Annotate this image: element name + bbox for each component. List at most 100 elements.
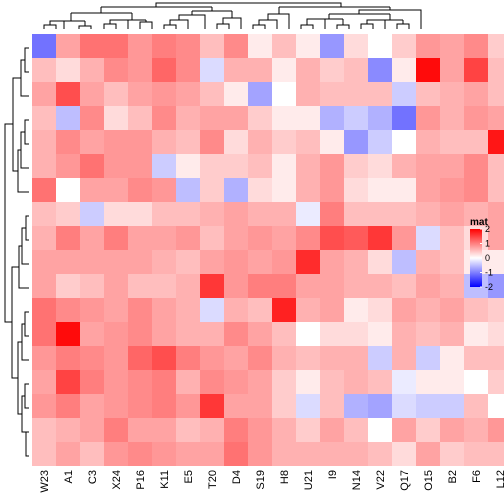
heatmap-cell-h8-B2 — [440, 322, 464, 346]
heatmap-cell-g7-D4 — [224, 58, 248, 82]
legend-title: mat — [470, 217, 488, 228]
heatmap-cell-q17-L12 — [488, 154, 504, 178]
heatmap-cell-b2-W23 — [32, 130, 56, 154]
heatmap-cell-h8-N14 — [344, 322, 368, 346]
legend-tick-label: 2 — [485, 224, 490, 234]
heatmap-cell-r18-X24 — [104, 82, 128, 106]
heatmap-cell-n14-U21 — [296, 394, 320, 418]
heatmap-cell-q17-U21 — [296, 154, 320, 178]
heatmap-cell-n14-H8 — [272, 394, 296, 418]
heatmap-cell-m13-X24 — [104, 226, 128, 250]
heatmap-cell-g7-X24 — [104, 58, 128, 82]
heatmap-cell-o15-Q17 — [392, 370, 416, 394]
heatmap-cell-p16-E5 — [176, 202, 200, 226]
heatmap-cell-i9-V22 — [368, 298, 392, 322]
heatmap-cell-f6-W23 — [32, 250, 56, 274]
heatmap-cell-k11-K11 — [152, 346, 176, 370]
heatmap-cell-r18-F6 — [464, 82, 488, 106]
heatmap-cell-c3-S19 — [248, 442, 272, 466]
heatmap-cell-i9-E5 — [176, 298, 200, 322]
heatmap-cell-d4-L12 — [488, 178, 504, 202]
heatmap-cell-g7-U21 — [296, 58, 320, 82]
heatmap-cell-n14-O15 — [416, 394, 440, 418]
heatmap-cell-b2-S19 — [248, 130, 272, 154]
column-label-U21: U21 — [303, 470, 315, 490]
heatmap-cell-g7-A1 — [56, 58, 80, 82]
heatmap-cell-g7-E5 — [176, 58, 200, 82]
heatmap-cell-m13-A1 — [56, 226, 80, 250]
heatmap-cell-g7-W23 — [32, 58, 56, 82]
heatmap-cell-q17-C3 — [80, 154, 104, 178]
heatmap-cell-f6-L12 — [488, 250, 504, 274]
heatmap-cell-i9-B2 — [440, 298, 464, 322]
heatmap-cell-h8-Q17 — [392, 322, 416, 346]
heatmap-cell-e5-B2 — [440, 106, 464, 130]
heatmap-cell-k11-F6 — [464, 346, 488, 370]
heatmap-cell-k11-I9 — [320, 346, 344, 370]
heatmap-cell-r18-N14 — [344, 82, 368, 106]
heatmap-cell-p16-N14 — [344, 202, 368, 226]
heatmap-cell-c3-H8 — [272, 442, 296, 466]
heatmap-cell-p16-C3 — [80, 202, 104, 226]
heatmap-cell-d4-C3 — [80, 178, 104, 202]
heatmap-cell-a1-O15 — [416, 418, 440, 442]
heatmap-cell-m13-U21 — [296, 226, 320, 250]
heatmap-cell-n14-T20 — [200, 394, 224, 418]
heatmap-cell-i9-Q17 — [392, 298, 416, 322]
heatmap-cell-d4-E5 — [176, 178, 200, 202]
heatmap-cell-q17-O15 — [416, 154, 440, 178]
heatmap-cell-o15-O15 — [416, 370, 440, 394]
heatmap-cell-l12-P16 — [128, 274, 152, 298]
heatmap-cell-l12-D4 — [224, 274, 248, 298]
heatmap-cell-e5-K11 — [152, 106, 176, 130]
heatmap-cell-a1-B2 — [440, 418, 464, 442]
heatmap-cell-a1-Q17 — [392, 418, 416, 442]
heatmap-cell-h8-D4 — [224, 322, 248, 346]
heatmap-cell-f6-N14 — [344, 250, 368, 274]
heatmap-cell-e5-V22 — [368, 106, 392, 130]
heatmap-cell-b2-Q17 — [392, 130, 416, 154]
heatmap-cell-e5-N14 — [344, 106, 368, 130]
column-labels: W23 A1 C3 X24 P16 K11 E5 T20 D4 S19 H8 U21 I9 N14 V22 Q… — [39, 470, 504, 493]
heatmap-cell-l12-O15 — [416, 274, 440, 298]
heatmap-cell-q17-E5 — [176, 154, 200, 178]
heatmap-cell-i9-H8 — [272, 298, 296, 322]
heatmap-cell-h8-O15 — [416, 322, 440, 346]
heatmap-cell-d4-A1 — [56, 178, 80, 202]
heatmap-cell-j10-B2 — [440, 34, 464, 58]
heatmap-cells — [32, 34, 504, 466]
heatmap-cell-m13-Q17 — [392, 226, 416, 250]
heatmap-cell-h8-F6 — [464, 322, 488, 346]
heatmap-cell-h8-V22 — [368, 322, 392, 346]
heatmap-cell-c3-X24 — [104, 442, 128, 466]
heatmap-cell-i9-X24 — [104, 298, 128, 322]
heatmap-cell-k11-A1 — [56, 346, 80, 370]
heatmap-cell-o15-W23 — [32, 370, 56, 394]
heatmap-cell-o15-A1 — [56, 370, 80, 394]
heatmap-cell-r18-L12 — [488, 82, 504, 106]
heatmap-cell-l12-I9 — [320, 274, 344, 298]
heatmap-cell-r18-D4 — [224, 82, 248, 106]
heatmap-cell-f6-K11 — [152, 250, 176, 274]
heatmap-cell-r18-A1 — [56, 82, 80, 106]
heatmap-cell-p16-B2 — [440, 202, 464, 226]
heatmap-cell-h8-E5 — [176, 322, 200, 346]
heatmap-cell-g7-N14 — [344, 58, 368, 82]
heatmap-cell-d4-B2 — [440, 178, 464, 202]
column-label-A1: A1 — [63, 470, 75, 483]
heatmap-cell-a1-W23 — [32, 418, 56, 442]
heatmap-cell-g7-V22 — [368, 58, 392, 82]
column-label-C3: C3 — [87, 470, 99, 484]
heatmap-cell-f6-P16 — [128, 250, 152, 274]
heatmap-cell-q17-S19 — [248, 154, 272, 178]
heatmap-cell-e5-E5 — [176, 106, 200, 130]
heatmap-cell-l12-T20 — [200, 274, 224, 298]
heatmap-cell-i9-A1 — [56, 298, 80, 322]
heatmap-cell-a1-F6 — [464, 418, 488, 442]
heatmap-cell-g7-I9 — [320, 58, 344, 82]
heatmap-cell-o15-P16 — [128, 370, 152, 394]
heatmap-cell-k11-V22 — [368, 346, 392, 370]
heatmap-cell-h8-A1 — [56, 322, 80, 346]
heatmap-cell-m13-T20 — [200, 226, 224, 250]
heatmap-cell-k11-D4 — [224, 346, 248, 370]
